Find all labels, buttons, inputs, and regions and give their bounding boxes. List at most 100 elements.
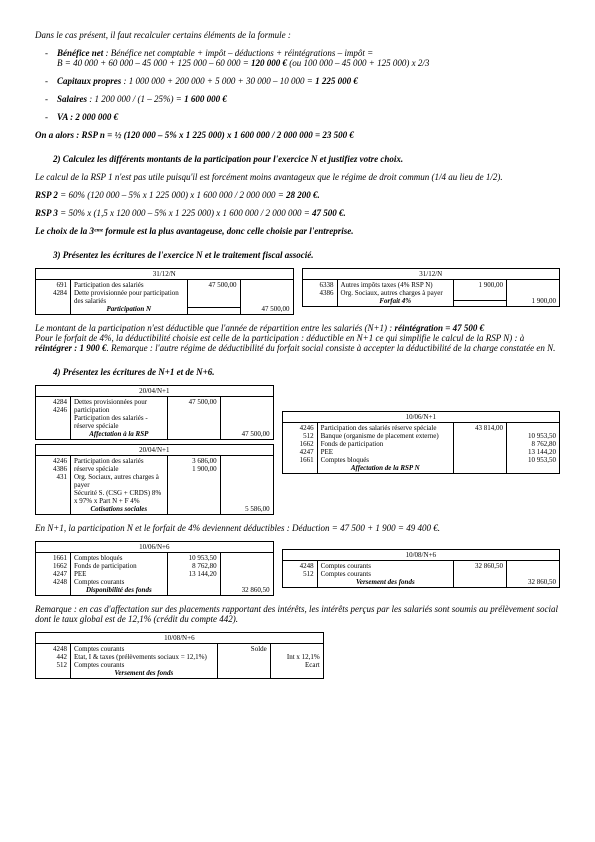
q3l-foot: Participation N — [74, 305, 184, 313]
t4-codes: 1661166242474248 — [36, 553, 71, 596]
t5-wrap: 10/08/N+6 4248512 Comptes courantsCompte… — [282, 541, 560, 596]
q3l-c: 47 500,00 — [240, 280, 293, 315]
t2-codes: 42464386431 — [36, 456, 71, 515]
t3-d: 43 814,00 — [454, 423, 507, 474]
q3l-lbls: Participation des salariés Dette provisi… — [71, 280, 188, 315]
rsp2-c: 28 200 €. — [286, 190, 320, 200]
t3-lbls: Participation des salariés réserve spéci… — [317, 423, 453, 474]
q3l-l2: Dette provisionnée pour participation de… — [74, 289, 179, 305]
rsp-result-line: On a alors : RSP n = ½ (120 000 – 5% x 1… — [35, 130, 560, 140]
sa-val: 1 600 000 € — [184, 94, 227, 104]
table-t6: 10/08/N+6 4248442512 Comptes courantsEta… — [35, 632, 324, 679]
page: Dans le cas présent, il faut recalculer … — [0, 0, 595, 709]
t6-date: 10/08/N+6 — [36, 633, 324, 644]
q3r-date: 31/12/N — [302, 269, 560, 280]
q3r-l2: Org. Sociaux, autres charges à payer — [341, 289, 443, 297]
t5-d: 32 860,50 — [454, 561, 507, 588]
calc-list: Bénéfice net : Bénéfice net comptable + … — [35, 48, 560, 122]
bn-label: Bénéfice net — [57, 48, 103, 58]
q3l-d: 47 500,00 — [187, 280, 240, 308]
calc-capitaux-propres: Capitaux propres : 1 000 000 + 200 000 +… — [45, 76, 560, 86]
t1-c: 47 500,00 — [220, 397, 273, 440]
t6-codes: 4248442512 — [36, 644, 71, 679]
t4-lbls: Comptes bloquésFonds de participationPEE… — [71, 553, 168, 596]
q2-l1: Le calcul de la RSP 1 n'est pas utile pu… — [35, 172, 560, 182]
bn-line2-c: (ou 100 000 – 45 000 + 125 000) x 2/3 — [287, 58, 429, 68]
q3-right: 31/12/N 63384386 Autres impôts taxes (4%… — [302, 268, 561, 315]
t6-lbls: Comptes courantsEtat, I & taxes (prélève… — [71, 644, 218, 679]
q4-row2: 10/06/N+6 1661166242474248 Comptes bloqu… — [35, 541, 560, 596]
table-q3-right: 31/12/N 63384386 Autres impôts taxes (4%… — [302, 268, 561, 307]
q3r-l1: Autres impôts taxes (4% RSP N) — [341, 281, 433, 289]
t6-d: Solde — [217, 644, 270, 679]
cp-text: : 1 000 000 + 200 000 + 5 000 + 30 000 –… — [121, 76, 315, 86]
q4-dedline: En N+1, la participation N et le forfait… — [35, 523, 560, 533]
q3-note: Le montant de la participation n'est déd… — [35, 323, 560, 353]
t5-codes: 4248512 — [282, 561, 317, 588]
q3l-l1: Participation des salariés — [74, 281, 144, 289]
t6-cr: Int x 12,1%Ecart — [270, 644, 323, 679]
va-label: VA : 2 000 000 € — [57, 112, 118, 122]
q3-note2-a: Pour le forfait de 4%, la déductibilité … — [35, 333, 524, 343]
t5-date: 10/08/N+6 — [282, 550, 559, 561]
q4-title: 4) Présentez les écritures de N+1 et de … — [53, 367, 560, 377]
q3-tables-row: 31/12/N 6914284 Participation des salari… — [35, 268, 560, 315]
calc-benefice-net: Bénéfice net : Bénéfice net comptable + … — [45, 48, 560, 68]
q3r-d: 1 900,00 — [454, 280, 507, 301]
table-q3-left: 31/12/N 6914284 Participation des salari… — [35, 268, 294, 315]
cp-label: Capitaux propres — [57, 76, 121, 86]
q3-title: 3) Présentez les écritures de l'exercice… — [53, 250, 560, 260]
table-t4: 10/06/N+6 1661166242474248 Comptes bloqu… — [35, 541, 274, 596]
t1-lbls: Dettes provisionnées pour participationP… — [71, 397, 168, 440]
q3l-codes: 6914284 — [36, 280, 71, 315]
t4-d: 10 953,508 762,8013 144,20 — [167, 553, 220, 596]
t2-lbls: Participation des salariés réserve spéci… — [71, 456, 168, 515]
sa-text: : 1 200 000 / (1 – 25%) = — [87, 94, 184, 104]
table-t1: 20/04/N+1 42844246 Dettes provisionnées … — [35, 385, 274, 440]
t2-d: 3 686,001 900,00 — [167, 456, 220, 515]
q3-note-a: Le montant de la participation n'est déd… — [35, 323, 395, 333]
q3-note2-c: . Remarque : l'autre régime de déductibi… — [107, 343, 556, 353]
q4-leftcol: 20/04/N+1 42844246 Dettes provisionnées … — [35, 385, 274, 515]
rsp3-b: = 50% x (1,5 x 120 000 – 5% x 1 225 000)… — [60, 208, 312, 218]
t4-wrap: 10/06/N+6 1661166242474248 Comptes bloqu… — [35, 541, 274, 596]
q2-concl: Le choix de la 3ᵉᵐᵉ formule est la plus … — [35, 226, 560, 236]
q3-left: 31/12/N 6914284 Participation des salari… — [35, 268, 294, 315]
q2-title: 2) Calculez les différents montants de l… — [53, 154, 560, 164]
q3-note-b: réintégration = 47 500 € — [395, 323, 485, 333]
rsp3-c: 47 500 €. — [312, 208, 346, 218]
calc-salaires: Salaires : 1 200 000 / (1 – 25%) = 1 600… — [45, 94, 560, 104]
t6-wrap: 10/08/N+6 4248442512 Comptes courantsEta… — [35, 632, 324, 679]
t3-codes: 4246512166242471661 — [282, 423, 317, 474]
q4-rightcol: 10/06/N+1 4246512166242471661 Participat… — [282, 385, 560, 515]
t4-date: 10/06/N+6 — [36, 542, 274, 553]
q3r-foot: Forfait 4% — [341, 297, 451, 305]
table-t2: 20/04/N+1 42464386431 Participation des … — [35, 444, 274, 515]
bn-line2-b: 120 000 € — [251, 58, 287, 68]
t1-d: 47 500,00 — [167, 397, 220, 440]
t3-cr: 10 953,508 762,8013 144,2010 953,50 — [507, 423, 560, 474]
sa-label: Salaires — [57, 94, 87, 104]
q3r-c: 1 900,00 — [507, 280, 560, 307]
q4-remarque: Remarque : en cas d'affectation sur des … — [35, 604, 560, 624]
bn-text: : Bénéfice net comptable + impôt – déduc… — [103, 48, 373, 58]
t1-date: 20/04/N+1 — [36, 386, 274, 397]
t3-date: 10/06/N+1 — [282, 412, 559, 423]
q3r-codes: 63384386 — [302, 280, 337, 307]
q2-rsp2: RSP 2 = 60% (120 000 – 5% x 1 225 000) x… — [35, 190, 560, 200]
rsp2-b: = 60% (120 000 – 5% x 1 225 000) x 1 600… — [60, 190, 286, 200]
cp-val: 1 225 000 € — [315, 76, 358, 86]
t1-codes: 42844246 — [36, 397, 71, 440]
t2-date: 20/04/N+1 — [36, 445, 274, 456]
rsp3-a: RSP 3 — [35, 208, 60, 218]
t5-c: 32 860,50 — [507, 561, 560, 588]
q4-row1: 20/04/N+1 42844246 Dettes provisionnées … — [35, 385, 560, 515]
calc-va: VA : 2 000 000 € — [45, 112, 560, 122]
q3r-lbls: Autres impôts taxes (4% RSP N) Org. Soci… — [337, 280, 454, 307]
q3-note2-b: réintégrer : 1 900 € — [35, 343, 107, 353]
q2-rsp3: RSP 3 = 50% x (1,5 x 120 000 – 5% x 1 22… — [35, 208, 560, 218]
table-t5: 10/08/N+6 4248512 Comptes courantsCompte… — [282, 549, 560, 588]
rsp2-a: RSP 2 — [35, 190, 60, 200]
t4-c: 32 860,50 — [220, 553, 273, 596]
bn-line2-a: B = 40 000 + 60 000 – 45 000 + 125 000 –… — [57, 58, 251, 68]
